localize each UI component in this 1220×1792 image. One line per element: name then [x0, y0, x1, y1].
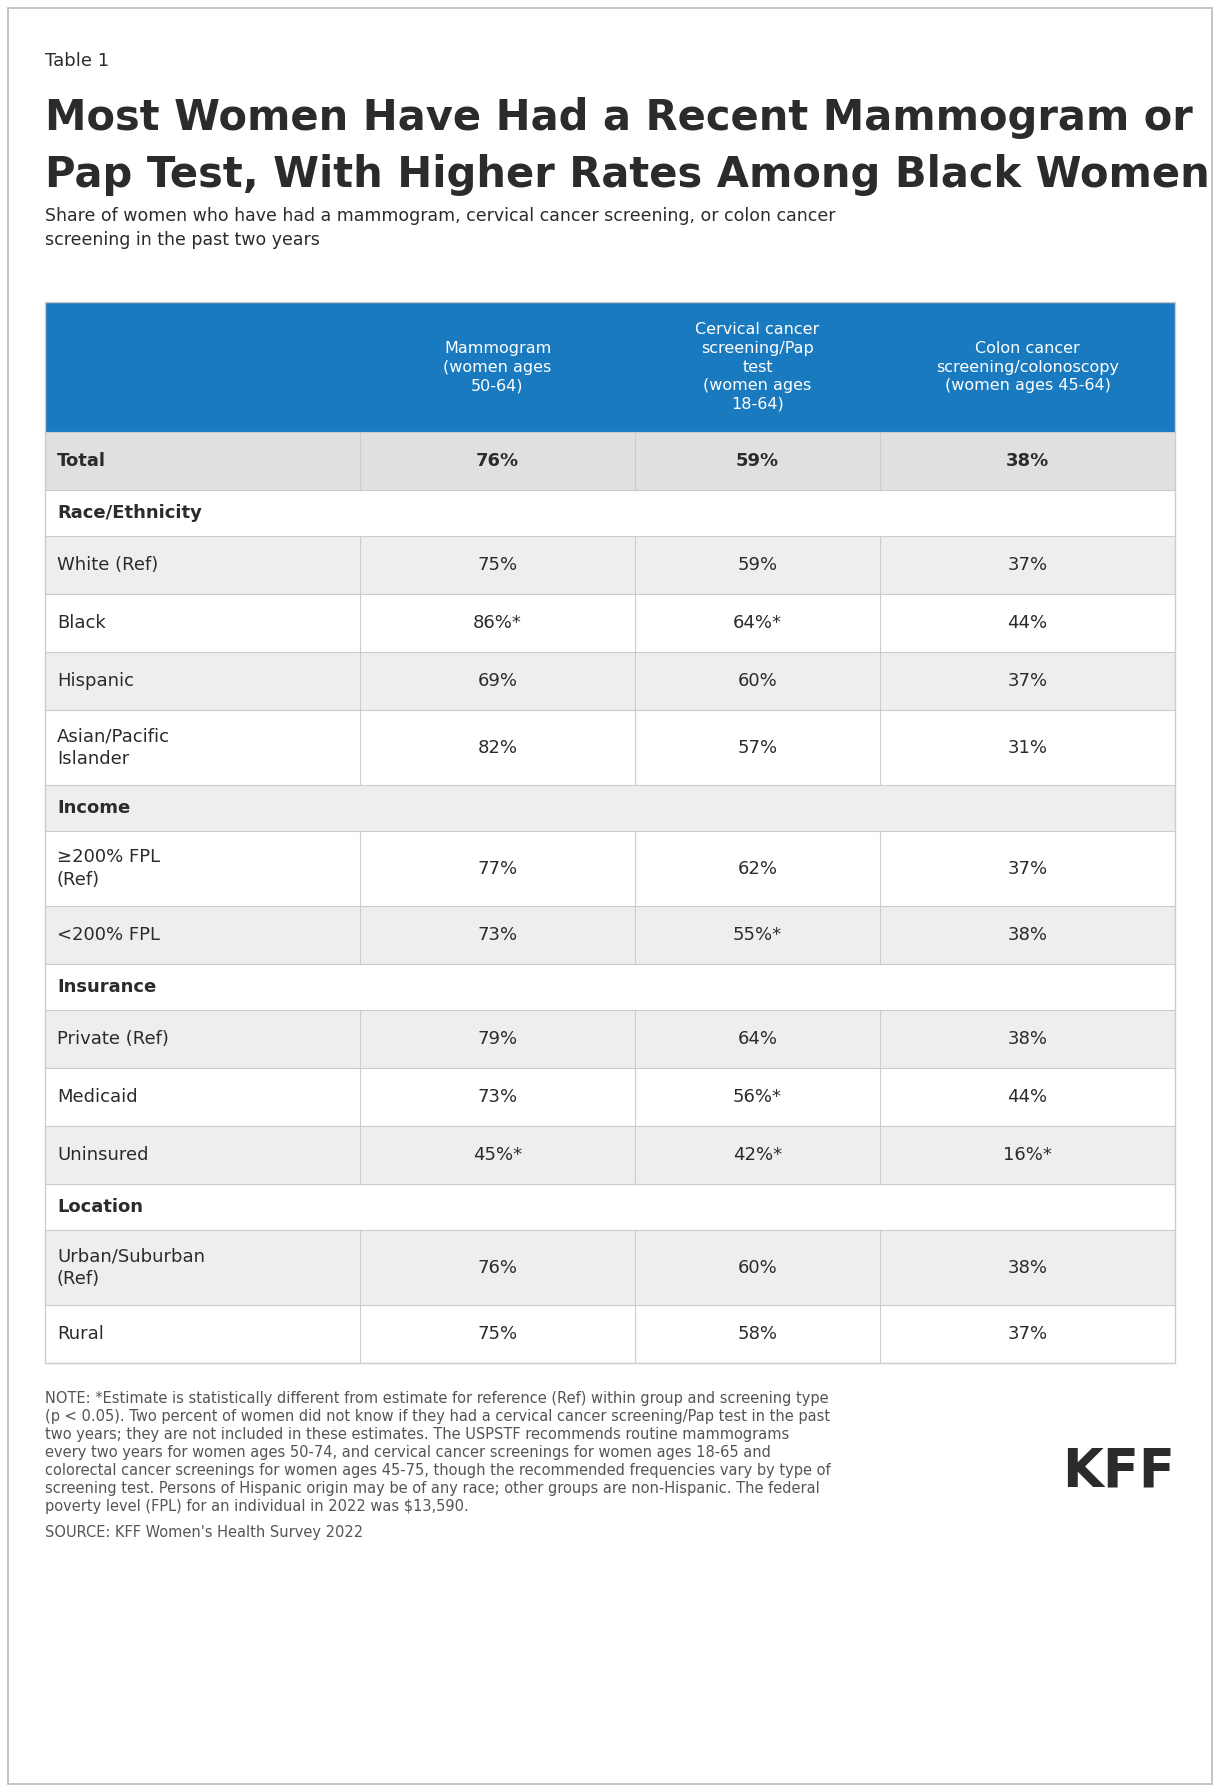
- Text: 60%: 60%: [738, 672, 777, 690]
- Text: Rural: Rural: [57, 1324, 104, 1342]
- Text: 42%*: 42%*: [733, 1147, 782, 1165]
- Text: two years; they are not included in these estimates. The USPSTF recommends routi: two years; they are not included in thes…: [45, 1426, 789, 1443]
- Text: 44%: 44%: [1008, 615, 1048, 633]
- Text: every two years for women ages 50-74, and cervical cancer screenings for women a: every two years for women ages 50-74, an…: [45, 1444, 771, 1460]
- Text: 56%*: 56%*: [733, 1088, 782, 1106]
- Text: 31%: 31%: [1008, 738, 1048, 756]
- Text: NOTE: *Estimate is statistically different from estimate for reference (Ref) wit: NOTE: *Estimate is statistically differe…: [45, 1391, 828, 1407]
- FancyBboxPatch shape: [45, 710, 1175, 785]
- FancyBboxPatch shape: [45, 652, 1175, 710]
- Text: 37%: 37%: [1008, 672, 1048, 690]
- FancyBboxPatch shape: [45, 907, 1175, 964]
- Text: 37%: 37%: [1008, 1324, 1048, 1342]
- FancyBboxPatch shape: [45, 593, 1175, 652]
- Text: Mammogram
(women ages
50-64): Mammogram (women ages 50-64): [443, 340, 551, 392]
- Text: 44%: 44%: [1008, 1088, 1048, 1106]
- Text: 64%: 64%: [738, 1030, 777, 1048]
- Text: 82%: 82%: [477, 738, 517, 756]
- Text: Share of women who have had a mammogram, cervical cancer screening, or colon can: Share of women who have had a mammogram,…: [45, 208, 836, 249]
- Text: 62%: 62%: [738, 860, 777, 878]
- Text: 38%: 38%: [1008, 926, 1048, 944]
- Text: 64%*: 64%*: [733, 615, 782, 633]
- Text: 37%: 37%: [1008, 860, 1048, 878]
- Text: Colon cancer
screening/colonoscopy
(women ages 45-64): Colon cancer screening/colonoscopy (wome…: [936, 340, 1119, 392]
- Text: 16%*: 16%*: [1003, 1147, 1052, 1165]
- Text: White (Ref): White (Ref): [57, 556, 159, 573]
- Text: Hispanic: Hispanic: [57, 672, 134, 690]
- Text: Uninsured: Uninsured: [57, 1147, 149, 1165]
- Text: <200% FPL: <200% FPL: [57, 926, 160, 944]
- FancyBboxPatch shape: [45, 303, 1175, 432]
- FancyBboxPatch shape: [45, 1011, 1175, 1068]
- Text: 45%*: 45%*: [473, 1147, 522, 1165]
- Text: 76%: 76%: [477, 1258, 517, 1276]
- Text: poverty level (FPL) for an individual in 2022 was $13,590.: poverty level (FPL) for an individual in…: [45, 1498, 468, 1514]
- Text: 59%: 59%: [737, 556, 777, 573]
- Text: colorectal cancer screenings for women ages 45-75, though the recommended freque: colorectal cancer screenings for women a…: [45, 1462, 831, 1478]
- Text: Location: Location: [57, 1199, 143, 1217]
- Text: 75%: 75%: [477, 1324, 517, 1342]
- Text: KFF: KFF: [1063, 1444, 1175, 1496]
- Text: 38%: 38%: [1008, 1030, 1048, 1048]
- FancyBboxPatch shape: [45, 1229, 1175, 1305]
- Text: 69%: 69%: [477, 672, 517, 690]
- Text: 55%*: 55%*: [733, 926, 782, 944]
- Text: Table 1: Table 1: [45, 52, 109, 70]
- Text: Total: Total: [57, 452, 106, 470]
- Text: Most Women Have Had a Recent Mammogram or: Most Women Have Had a Recent Mammogram o…: [45, 97, 1193, 140]
- Text: 73%: 73%: [477, 1088, 517, 1106]
- FancyBboxPatch shape: [45, 785, 1175, 831]
- Text: 60%: 60%: [738, 1258, 777, 1276]
- Text: ≥200% FPL
(Ref): ≥200% FPL (Ref): [57, 848, 160, 889]
- Text: 77%: 77%: [477, 860, 517, 878]
- Text: Cervical cancer
screening/Pap
test
(women ages
18-64): Cervical cancer screening/Pap test (wome…: [695, 323, 820, 412]
- FancyBboxPatch shape: [45, 964, 1175, 1011]
- Text: 37%: 37%: [1008, 556, 1048, 573]
- Text: Race/Ethnicity: Race/Ethnicity: [57, 504, 201, 521]
- FancyBboxPatch shape: [45, 432, 1175, 489]
- Text: (p < 0.05). Two percent of women did not know if they had a cervical cancer scre: (p < 0.05). Two percent of women did not…: [45, 1409, 830, 1425]
- Text: Income: Income: [57, 799, 131, 817]
- Text: Urban/Suburban
(Ref): Urban/Suburban (Ref): [57, 1247, 205, 1288]
- FancyBboxPatch shape: [45, 489, 1175, 536]
- FancyBboxPatch shape: [45, 1185, 1175, 1229]
- Text: Insurance: Insurance: [57, 978, 156, 996]
- Text: 76%: 76%: [476, 452, 518, 470]
- Text: 58%: 58%: [738, 1324, 777, 1342]
- Text: Medicaid: Medicaid: [57, 1088, 138, 1106]
- FancyBboxPatch shape: [45, 831, 1175, 907]
- FancyBboxPatch shape: [45, 536, 1175, 593]
- Text: 73%: 73%: [477, 926, 517, 944]
- FancyBboxPatch shape: [45, 1125, 1175, 1185]
- Text: 38%: 38%: [1005, 452, 1049, 470]
- Text: 79%: 79%: [477, 1030, 517, 1048]
- Text: 75%: 75%: [477, 556, 517, 573]
- Text: screening test. Persons of Hispanic origin may be of any race; other groups are : screening test. Persons of Hispanic orig…: [45, 1480, 820, 1496]
- Text: 86%*: 86%*: [473, 615, 522, 633]
- Text: Black: Black: [57, 615, 106, 633]
- FancyBboxPatch shape: [45, 1305, 1175, 1364]
- Text: Private (Ref): Private (Ref): [57, 1030, 168, 1048]
- Text: Asian/Pacific
Islander: Asian/Pacific Islander: [57, 728, 170, 767]
- Text: 57%: 57%: [737, 738, 777, 756]
- Text: Pap Test, With Higher Rates Among Black Women: Pap Test, With Higher Rates Among Black …: [45, 154, 1210, 195]
- Text: SOURCE: KFF Women's Health Survey 2022: SOURCE: KFF Women's Health Survey 2022: [45, 1525, 364, 1539]
- FancyBboxPatch shape: [45, 1068, 1175, 1125]
- Text: 59%: 59%: [736, 452, 780, 470]
- Text: 38%: 38%: [1008, 1258, 1048, 1276]
